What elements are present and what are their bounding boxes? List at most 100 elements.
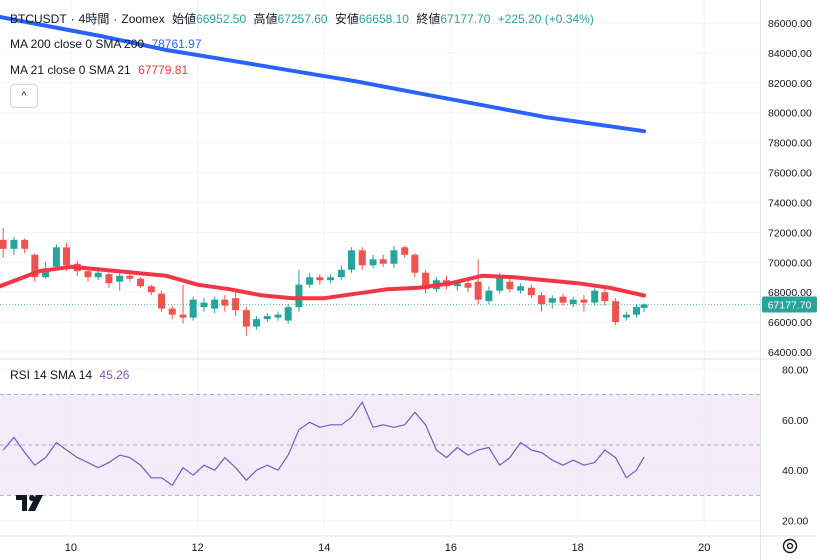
last-price-tag-text: 67177.70 [768,299,812,311]
price-tick-label: 86000.00 [768,18,812,30]
rsi-label: RSI 14 SMA 14 [10,368,93,382]
ma21-legend[interactable]: MA 21 close 0 SMA 21 67779.81 [10,63,192,77]
candle-up [263,316,271,320]
rsi-axis[interactable]: 20.00 40.00 60.00 80.00 [782,364,808,527]
interval: 4時間 [78,12,110,26]
time-tick-label: 10 [65,542,77,554]
rsi-legend[interactable]: RSI 14 SMA 14 45.26 [10,368,133,382]
collapse-legend-button[interactable]: ^ [10,84,38,108]
candle-down [538,295,545,305]
candle-down [63,247,70,266]
candle-down [168,308,176,315]
candle-up [548,298,556,303]
tradingview-logo-icon[interactable] [14,492,48,514]
high-value: 67257.60 [277,12,328,26]
exchange: Zoomex [121,12,165,26]
candle-down [179,314,187,318]
rsi-line [2,401,645,486]
ma200-legend[interactable]: MA 200 close 0 SMA 200 78761.97 [10,37,206,51]
candle-up [517,286,525,291]
candle-up [211,299,219,309]
candle-down [0,239,7,249]
rsi-tick-label: 60.00 [782,415,808,427]
price-tick-label: 84000.00 [768,48,812,60]
candle-down [580,299,588,303]
candle-down [126,275,134,279]
close-label: 終値 [416,12,441,26]
price-tick-label: 72000.00 [768,227,812,239]
last-price-tag-bg [762,296,817,313]
candle-down [358,250,366,266]
candle-up [633,307,640,315]
price-tick-label: 76000.00 [768,168,812,180]
candle-down [601,292,609,302]
separator-dot: · [70,12,75,26]
candle-up [640,304,648,308]
candle-down [31,254,39,278]
rsi-band [0,394,760,496]
candle-up [42,268,50,278]
candle-down [147,286,155,293]
candle-down [612,301,620,323]
time-axis[interactable]: 10 12 14 16 18 20 [65,542,711,554]
open-label: 始値 [172,12,197,26]
candle-down [464,283,472,288]
candle-down [105,274,113,284]
separator-dot: · [113,12,118,26]
ma200-series [0,15,647,134]
low-label: 安値 [334,12,359,26]
candles-series [0,227,760,336]
close-value: 67177.70 [440,12,491,26]
gear-icon[interactable] [780,536,800,556]
ma21-label: MA 21 close 0 SMA 21 [10,63,131,77]
candle-up [348,250,355,270]
candle-up [284,307,292,321]
candle-up [622,314,630,318]
last-price-tag: 67177.70 [762,296,817,313]
rsi-tick-label: 20.00 [782,516,808,528]
candle-up [295,284,303,308]
symbol-header[interactable]: BTCUSDT · 4時間 · Zoomex 始値66952.50 高値67257.60… [10,10,598,27]
candle-up [485,290,493,302]
candle-down [559,296,567,303]
ma21-line [0,264,647,301]
candle-down [232,298,240,311]
candle-down [137,278,145,287]
price-axis[interactable]: 64000.00 66000.00 68000.00 70000.00 72000.00… [768,18,812,359]
time-tick-label: 18 [571,542,583,554]
price-tick-label: 68000.00 [768,287,812,299]
candle-down [506,281,514,290]
ma200-value: 78761.97 [151,37,202,51]
candle-up [10,239,18,249]
rsi-series [2,401,645,486]
price-tick-label: 78000.00 [768,138,812,150]
candle-up [390,250,398,264]
candle-down [21,239,29,249]
candle-up [94,272,102,278]
symbol-name: BTCUSDT [10,12,67,26]
candle-up [496,277,504,291]
candle-down [316,277,324,281]
candle-down [422,272,430,290]
time-tick-label: 14 [318,542,330,554]
candle-up [453,283,461,287]
price-tick-label: 80000.00 [768,108,812,120]
candle-down [474,281,482,300]
candle-down [84,271,92,278]
candle-up [116,275,124,282]
candle-up [274,314,282,318]
candle-down [379,259,387,264]
candle-down [221,299,229,306]
rsi-tick-label: 40.00 [782,465,808,477]
candle-up [253,319,260,327]
candle-down [527,287,535,296]
rsi-value: 45.26 [99,368,130,382]
candle-up [337,269,345,278]
price-tick-label: 66000.00 [768,317,812,329]
candle-up [591,290,599,303]
price-tick-label: 64000.00 [768,347,812,359]
ma21-series [0,264,647,301]
time-tick-label: 20 [698,542,710,554]
